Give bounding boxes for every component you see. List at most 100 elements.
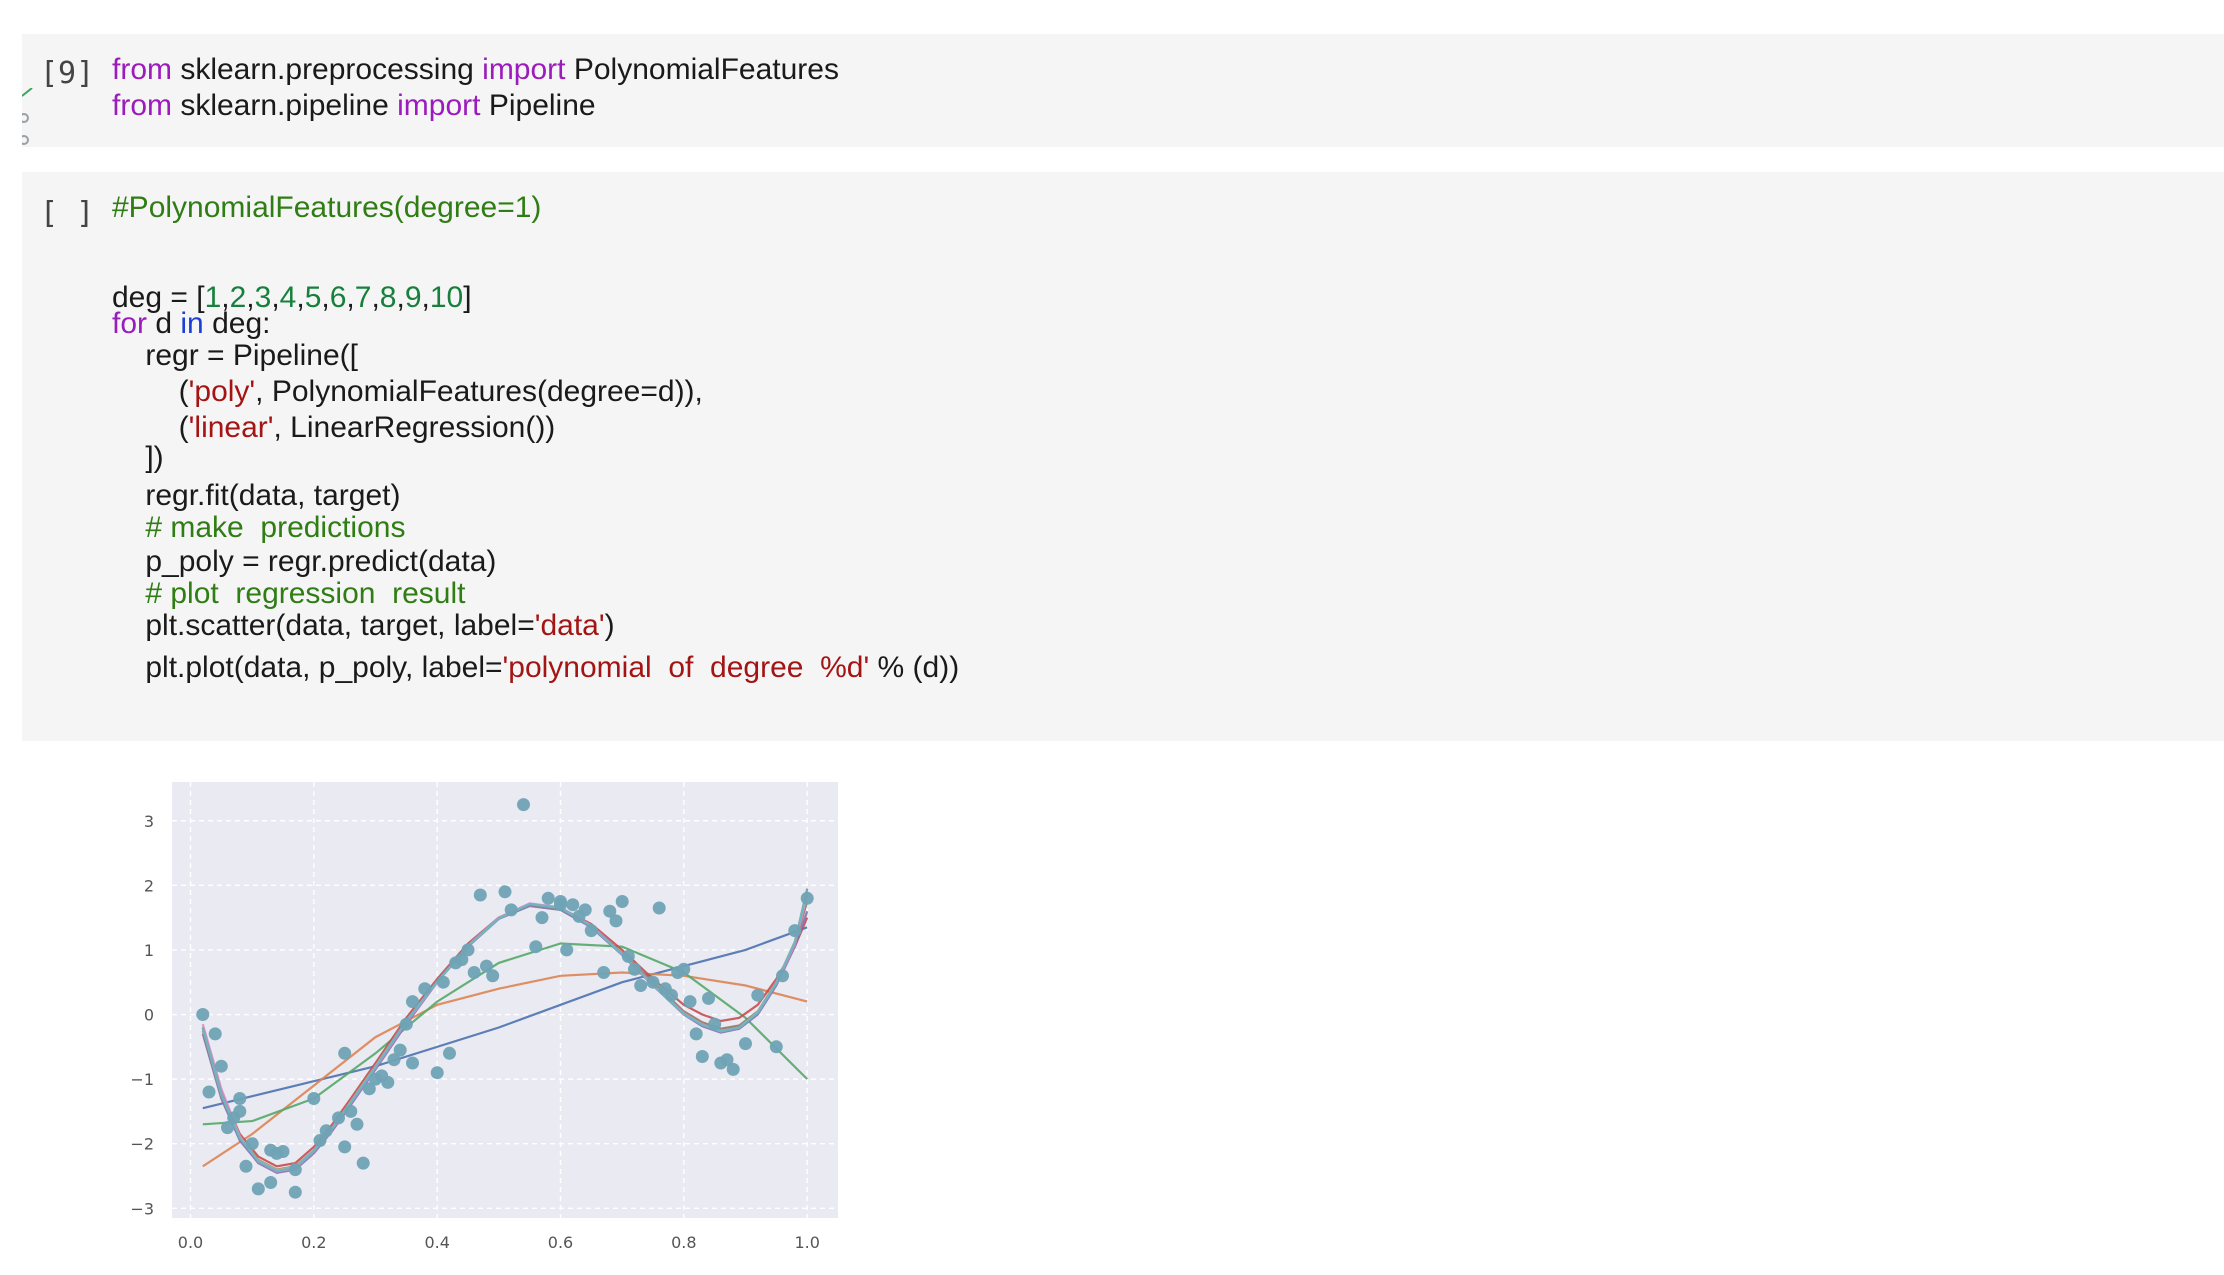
code-token: , [346, 281, 355, 314]
code-token: , [271, 281, 280, 314]
data-point [517, 798, 530, 812]
code-token: , [321, 281, 330, 314]
data-point [233, 1092, 247, 1105]
data-point [418, 982, 432, 996]
data-point [566, 898, 580, 912]
data-point [535, 911, 549, 925]
data-point [683, 995, 697, 1009]
code-token: regr.fit(data, target) [112, 479, 401, 512]
data-point [769, 1040, 783, 1054]
data-point [665, 988, 678, 1002]
execution-count: [ ] [40, 196, 95, 231]
data-point [560, 943, 574, 957]
code-line: # plot regression result [112, 576, 465, 612]
data-point [603, 904, 617, 918]
data-point [356, 1156, 370, 1170]
code-token: 9 [404, 281, 422, 314]
x-tick-label: 0.6 [548, 1233, 573, 1252]
data-point [652, 901, 666, 915]
code-token: 10 [429, 281, 464, 314]
data-point [245, 1137, 259, 1151]
code-line: for d in deg: [112, 306, 270, 342]
data-point [196, 1008, 210, 1021]
code-token: , [221, 281, 230, 314]
data-point [751, 988, 765, 1002]
data-point [554, 898, 567, 912]
data-point [615, 895, 629, 908]
data-point [621, 949, 635, 963]
code-line: # make predictions [112, 510, 405, 546]
cell-output-plot: 0.0 0.2 0.4 0.6 0.8 1.0 −3 −2 −1 0 1 2 3 [120, 770, 850, 1270]
code-cell-polynomial-loop[interactable]: [ ] #PolynomialFeatures(degree=1) deg = [… [22, 172, 2224, 741]
data-point [264, 1176, 278, 1189]
code-token: 'polynomial of degree %d' [502, 651, 870, 684]
code-token: 4 [279, 281, 297, 314]
code-token: p_poly = regr.predict(data) [112, 545, 497, 578]
code-token: , [296, 281, 305, 314]
code-line: ('linear', LinearRegression()) [112, 410, 556, 446]
code-line: regr.fit(data, target) [112, 478, 400, 514]
code-token: 'data' [534, 609, 605, 642]
data-point [455, 953, 469, 967]
data-point [319, 1124, 333, 1138]
data-point [461, 943, 475, 957]
data-point [233, 1104, 247, 1118]
data-point [498, 885, 512, 899]
x-tick-label: 1.0 [794, 1233, 819, 1252]
code-token: plt.plot(data, p_poly, label= [112, 651, 503, 684]
series-line-2 [202, 971, 808, 1168]
cell-run-indicator[interactable] [19, 87, 34, 154]
code-token: 'linear' [188, 411, 274, 444]
data-point [480, 959, 493, 973]
code-token: ) [604, 609, 615, 642]
code-line: plt.plot(data, p_poly, label='polynomial… [112, 650, 959, 686]
code-token: from [112, 89, 172, 122]
code-token: 2 [229, 281, 247, 314]
code-cell-imports[interactable]: [9] from sklearn.preprocessing import Po… [19, 34, 2224, 147]
data-point [529, 940, 543, 954]
data-point [338, 1140, 352, 1154]
data-point [726, 1062, 740, 1076]
code-token: deg: [203, 307, 271, 340]
code-token: , [421, 281, 430, 314]
code-token: % (d)) [869, 651, 960, 684]
x-tick-label: 0.4 [424, 1233, 449, 1252]
data-point [251, 1182, 265, 1196]
code-token: import [482, 53, 566, 86]
code-token: , [246, 281, 255, 314]
data-point [609, 914, 623, 928]
data-point [344, 1104, 358, 1118]
code-token: ( [112, 411, 189, 444]
y-tick-label: 2 [144, 876, 154, 895]
code-token: sklearn.pipeline [172, 89, 398, 122]
data-point [362, 1082, 376, 1096]
data-point [739, 1037, 752, 1051]
data-point [504, 903, 518, 917]
code-token: , [396, 281, 405, 314]
data-point [634, 979, 648, 992]
code-token: in [180, 307, 204, 340]
data-point [430, 1066, 444, 1080]
x-tick-label: 0.2 [301, 1233, 326, 1252]
data-point [406, 1056, 419, 1070]
x-tick-label: 0.8 [671, 1233, 696, 1252]
data-point [288, 1185, 302, 1199]
code-token: Pipeline [480, 89, 596, 122]
data-point [702, 991, 715, 1005]
data-point [399, 1017, 413, 1031]
code-line: ]) [112, 440, 163, 476]
data-point [332, 1111, 345, 1125]
check-icon [19, 87, 33, 145]
data-point [788, 924, 802, 938]
code-line: p_poly = regr.predict(data) [112, 544, 496, 580]
execution-count: [9] [40, 56, 95, 91]
data-point [393, 1043, 407, 1057]
data-point [578, 903, 592, 917]
data-point [313, 1134, 327, 1147]
code-token: import [397, 89, 481, 122]
data-point [776, 969, 789, 983]
code-token: 5 [304, 281, 322, 314]
data-point [628, 962, 641, 976]
data-point [406, 995, 419, 1009]
data-point [239, 1159, 253, 1173]
